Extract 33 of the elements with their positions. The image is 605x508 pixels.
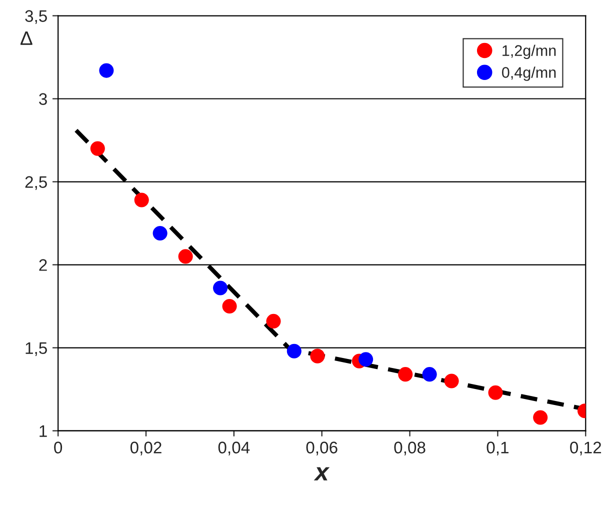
x-axis-title: x — [314, 467, 330, 480]
y-axis-title: Δ — [20, 32, 32, 45]
point — [444, 374, 459, 388]
point — [222, 298, 237, 314]
x-tick-label: 0,02 — [130, 442, 162, 456]
y-tick-label: 1 — [40, 425, 47, 437]
point — [90, 141, 105, 156]
y-tick-label: 3 — [39, 93, 47, 105]
x-tick-label: 0,12 — [570, 442, 602, 456]
y-tick-label: 2,5 — [25, 176, 47, 190]
point — [178, 249, 193, 264]
point — [152, 226, 168, 241]
legend-label: 0,4g/mn — [502, 66, 556, 81]
point — [266, 314, 281, 328]
y-tick-label: 1,5 — [26, 342, 47, 356]
point — [533, 410, 548, 425]
x-tick-label: 0,08 — [394, 442, 426, 456]
y-tick-label: 3,5 — [25, 10, 47, 24]
point — [99, 63, 114, 78]
point — [286, 344, 302, 358]
y-tick-label: 2 — [39, 259, 47, 271]
point — [358, 352, 374, 367]
x-tick-label: 0,06 — [306, 442, 338, 456]
point — [134, 192, 149, 208]
point — [213, 280, 228, 296]
point — [422, 367, 437, 382]
point — [398, 367, 413, 382]
legend-label: 1,2g/mn — [502, 44, 556, 60]
point — [488, 385, 503, 400]
x-tick-label: 0 — [54, 442, 62, 454]
point — [310, 348, 325, 364]
x-tick-label: 0,04 — [218, 442, 250, 456]
x-tick-label: 0,1 — [486, 442, 508, 456]
